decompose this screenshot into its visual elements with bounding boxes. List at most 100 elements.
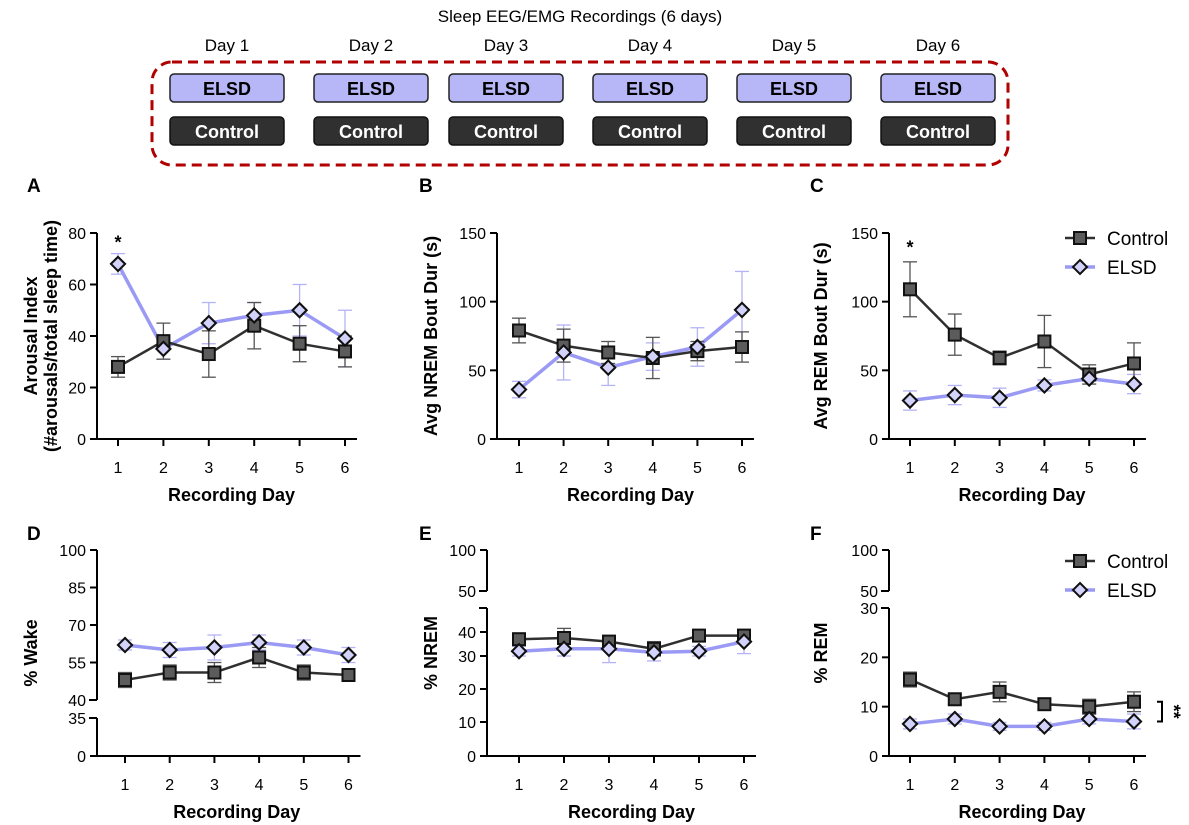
legend-marker-control	[1073, 554, 1087, 568]
control-box	[313, 116, 429, 146]
elsd-box	[736, 73, 852, 103]
data-point-elsd	[1080, 370, 1098, 387]
elsd-box	[313, 73, 429, 103]
data-point-elsd	[555, 640, 573, 658]
series-line	[518, 329, 743, 360]
y-tick-label: 150	[851, 226, 878, 243]
panel-letter: D	[27, 524, 41, 545]
y-tick-label: 80	[68, 226, 86, 243]
significance-marker: *	[114, 233, 121, 253]
data-point-control	[735, 339, 749, 354]
x-tick-label: 4	[1040, 777, 1049, 794]
y-tick-label: 0	[869, 749, 878, 766]
panel-b: B 0 50 100 150 1 2 3 4 5 6 Recording Day Avg NREM Bo…	[419, 176, 754, 505]
y-tick-label: 50	[860, 363, 878, 380]
elsd-box-label: ELSD	[482, 79, 530, 99]
series-line	[116, 263, 346, 352]
elsd-box	[880, 73, 996, 103]
legend-marker-elsd	[1071, 581, 1089, 599]
data-point-elsd	[644, 348, 662, 366]
series-control	[903, 671, 1141, 715]
y-tick-label: 20	[458, 682, 476, 699]
control-box	[592, 116, 708, 146]
panel-letter: F	[810, 524, 822, 545]
series-line	[517, 308, 744, 391]
panel-letter: C	[810, 176, 824, 197]
y-tick-label: 35	[68, 711, 86, 728]
x-tick-label: 6	[341, 460, 350, 477]
data-point-control	[201, 347, 216, 362]
series-control	[118, 646, 356, 689]
data-point-elsd	[1125, 375, 1143, 393]
series-line	[909, 288, 1135, 376]
x-tick-label: 1	[515, 460, 524, 477]
y-tick-label: 10	[458, 715, 476, 732]
x-tick-label: 4	[650, 777, 659, 794]
y-tick-label: 20	[860, 650, 878, 667]
series-line	[518, 634, 744, 651]
series-line	[518, 639, 745, 655]
y-tick-label: 50	[458, 584, 476, 601]
x-tick-label: 5	[693, 460, 702, 477]
x-tick-label: 6	[344, 777, 353, 794]
legend: Control ELSD	[1065, 229, 1168, 279]
data-point-elsd	[200, 314, 218, 332]
y-tick-label: 100	[449, 543, 476, 560]
design-schematic: Sleep EEG/EMG Recordings (6 days) Day 1 E…	[150, 7, 1010, 167]
legend-marker-control	[1073, 231, 1087, 245]
data-point-elsd	[733, 301, 751, 319]
data-point-control	[118, 673, 132, 687]
x-axis-label: Recording Day	[958, 485, 1085, 505]
y-tick-label: 150	[459, 226, 486, 243]
control-box-label: Control	[195, 122, 259, 142]
data-point-elsd	[1035, 377, 1053, 394]
series-line	[909, 717, 1135, 729]
data-point-elsd	[946, 386, 964, 404]
x-axis-label: Recording Day	[568, 802, 695, 822]
series-control	[111, 301, 352, 378]
day-label: Day 3	[484, 36, 528, 55]
data-point-control	[1037, 334, 1052, 349]
data-point-elsd	[295, 639, 313, 656]
y-tick-label: 0	[467, 749, 476, 766]
y-axis-label: % REM	[811, 622, 831, 683]
x-tick-label: 4	[648, 460, 657, 477]
series-elsd	[512, 270, 749, 399]
x-tick-label: 3	[604, 460, 613, 477]
data-point-control	[252, 650, 267, 665]
data-point-control	[207, 665, 222, 680]
y-tick-label: 60	[68, 278, 86, 295]
y-tick-label: 0	[477, 432, 486, 449]
data-point-control	[992, 684, 1007, 699]
data-point-control	[992, 350, 1007, 365]
data-point-elsd	[340, 646, 357, 664]
y-tick-label: 85	[68, 581, 86, 598]
x-tick-label: 6	[1130, 460, 1139, 477]
x-axis-label: Recording Day	[168, 485, 295, 505]
series-elsd	[903, 372, 1141, 411]
series-line	[124, 656, 349, 682]
data-point-elsd	[1080, 710, 1098, 728]
elsd-box-label: ELSD	[347, 79, 395, 99]
x-tick-label: 5	[299, 777, 308, 794]
series-control	[512, 317, 749, 380]
day-label: Day 1	[205, 36, 249, 55]
data-point-elsd	[555, 344, 573, 361]
y-tick-label: 100	[59, 543, 86, 560]
y-axis-label: % Wake	[21, 619, 41, 686]
day-label: Day 2	[349, 36, 393, 55]
panel-a: A 0 20 40 60 80 1 2 3 4 5 6 Recording Day Arousal Ind…	[21, 176, 357, 505]
y-tick-label: 40	[68, 329, 86, 346]
legend-label-control: Control	[1107, 229, 1168, 250]
x-tick-label: 4	[255, 777, 264, 794]
series-line	[909, 376, 1135, 403]
significance-bracket	[1157, 700, 1163, 723]
data-point-control	[692, 628, 706, 643]
elsd-box-label: ELSD	[770, 79, 818, 99]
data-point-control	[947, 327, 962, 342]
elsd-box-label: ELSD	[203, 79, 251, 99]
data-point-elsd	[205, 639, 223, 656]
y-tick-label: 40	[458, 625, 476, 642]
elsd-box-label: ELSD	[626, 79, 674, 99]
y-tick-label: 0	[77, 432, 86, 449]
